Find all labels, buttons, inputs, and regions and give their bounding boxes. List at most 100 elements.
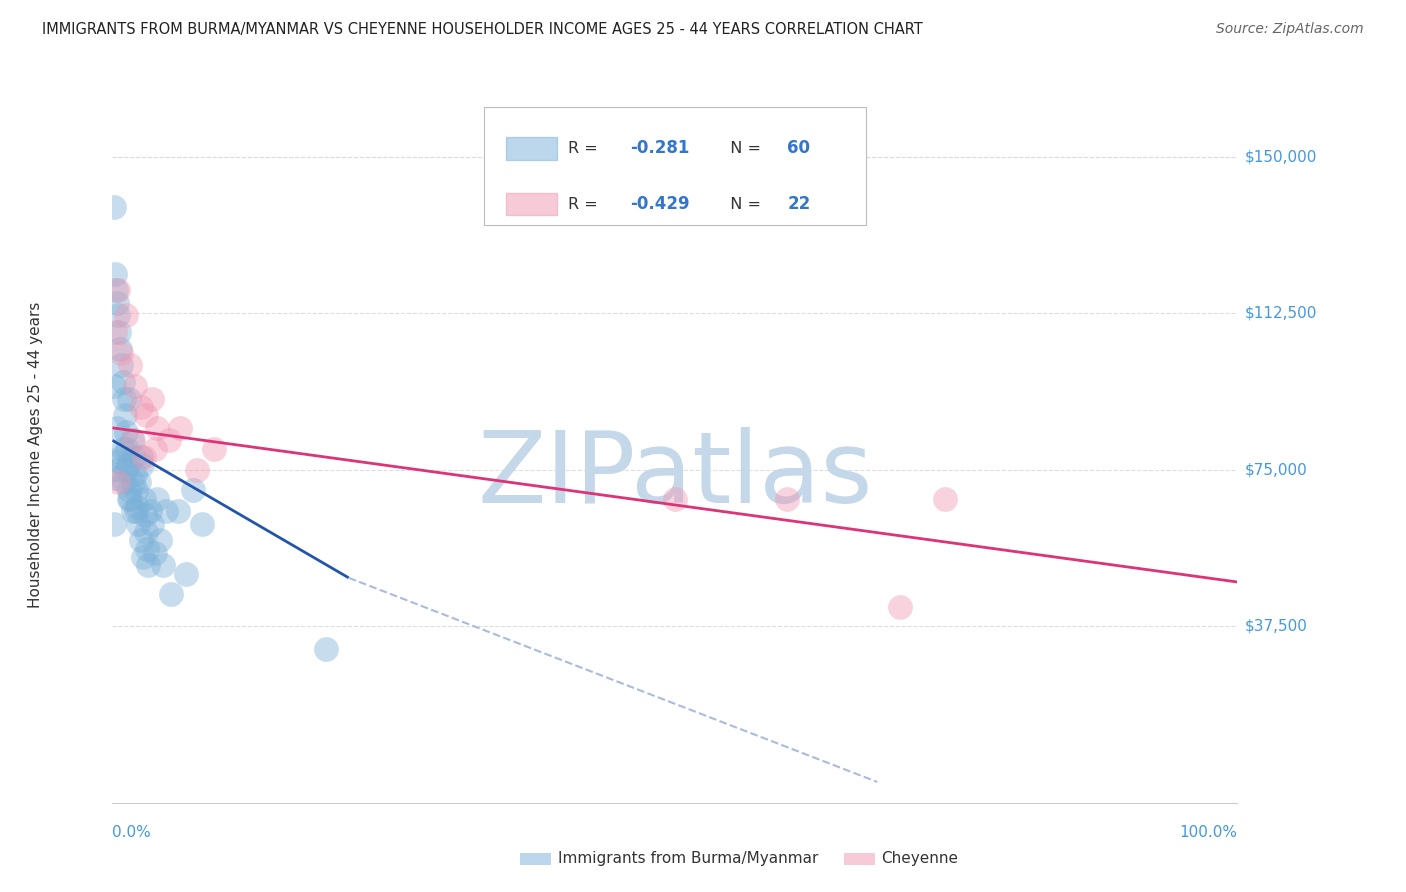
- Text: IMMIGRANTS FROM BURMA/MYANMAR VS CHEYENNE HOUSEHOLDER INCOME AGES 25 - 44 YEARS : IMMIGRANTS FROM BURMA/MYANMAR VS CHEYENN…: [42, 22, 922, 37]
- Text: $75,000: $75,000: [1244, 462, 1308, 477]
- Text: N =: N =: [720, 141, 766, 156]
- Text: N =: N =: [720, 196, 766, 211]
- Bar: [506, 137, 557, 160]
- Point: [125, 504, 148, 518]
- Point: [166, 504, 188, 518]
- Point: [115, 425, 138, 439]
- Point: [131, 458, 153, 473]
- Text: $37,500: $37,500: [1244, 618, 1308, 633]
- Point: [141, 516, 163, 531]
- Point: [107, 462, 129, 476]
- Point: [157, 434, 180, 448]
- Point: [127, 516, 149, 531]
- Point: [121, 434, 143, 448]
- Point: [117, 458, 139, 473]
- Point: [129, 450, 152, 464]
- Point: [105, 296, 128, 310]
- Point: [110, 359, 132, 373]
- Point: [118, 491, 141, 506]
- Point: [115, 442, 138, 456]
- Point: [121, 504, 143, 518]
- Text: 0.0%: 0.0%: [112, 825, 152, 840]
- Point: [105, 421, 128, 435]
- Point: [664, 491, 686, 506]
- Point: [107, 309, 129, 323]
- Point: [143, 546, 166, 560]
- Point: [120, 491, 142, 506]
- Point: [124, 379, 146, 393]
- Text: $150,000: $150,000: [1244, 150, 1316, 164]
- Point: [146, 421, 169, 435]
- Text: Source: ZipAtlas.com: Source: ZipAtlas.com: [1216, 22, 1364, 37]
- Point: [183, 483, 205, 498]
- Point: [141, 392, 163, 406]
- Point: [104, 325, 127, 339]
- Point: [122, 450, 145, 464]
- Point: [155, 504, 177, 518]
- Text: Householder Income Ages 25 - 44 years: Householder Income Ages 25 - 44 years: [28, 301, 42, 608]
- Point: [160, 587, 183, 601]
- Point: [191, 516, 214, 531]
- Point: [934, 491, 956, 506]
- Point: [169, 421, 191, 435]
- Point: [135, 524, 157, 539]
- Point: [120, 359, 142, 373]
- Point: [132, 491, 155, 506]
- Text: ZIPatlas: ZIPatlas: [477, 427, 873, 524]
- Point: [104, 267, 127, 281]
- Point: [118, 483, 141, 498]
- Point: [149, 533, 172, 548]
- Point: [776, 491, 799, 506]
- Point: [132, 450, 155, 464]
- Point: [132, 549, 155, 564]
- Point: [114, 409, 136, 423]
- Point: [110, 342, 132, 356]
- Point: [107, 284, 129, 298]
- Point: [186, 462, 208, 476]
- Point: [129, 533, 152, 548]
- Point: [146, 491, 169, 506]
- Point: [889, 599, 911, 614]
- Point: [118, 392, 141, 406]
- Text: R =: R =: [568, 141, 603, 156]
- Point: [112, 392, 135, 406]
- Text: Cheyenne: Cheyenne: [882, 852, 959, 866]
- Bar: [506, 193, 557, 215]
- Point: [103, 379, 125, 393]
- Point: [115, 309, 138, 323]
- Point: [202, 442, 225, 456]
- Point: [128, 475, 150, 489]
- Point: [124, 467, 146, 481]
- Point: [138, 504, 160, 518]
- Text: -0.281: -0.281: [630, 139, 689, 157]
- Point: [138, 558, 160, 573]
- Point: [136, 541, 159, 556]
- Point: [104, 284, 127, 298]
- Point: [152, 558, 174, 573]
- Point: [121, 475, 143, 489]
- Text: R =: R =: [568, 196, 603, 211]
- Point: [174, 566, 197, 581]
- Point: [112, 475, 135, 489]
- Point: [110, 346, 132, 360]
- Point: [110, 450, 132, 464]
- Point: [125, 483, 148, 498]
- Text: 22: 22: [787, 195, 811, 213]
- Point: [103, 516, 125, 531]
- Point: [111, 375, 134, 389]
- Point: [104, 471, 127, 485]
- Text: $112,500: $112,500: [1244, 306, 1316, 321]
- Point: [315, 641, 337, 656]
- Point: [108, 454, 131, 468]
- Point: [107, 475, 129, 489]
- Text: 100.0%: 100.0%: [1180, 825, 1237, 840]
- Text: 60: 60: [787, 139, 810, 157]
- Point: [115, 462, 138, 476]
- Bar: [484, 107, 866, 226]
- Point: [134, 508, 156, 523]
- Point: [143, 442, 166, 456]
- Point: [111, 442, 134, 456]
- Point: [121, 434, 143, 448]
- Point: [127, 500, 149, 514]
- Point: [129, 400, 152, 414]
